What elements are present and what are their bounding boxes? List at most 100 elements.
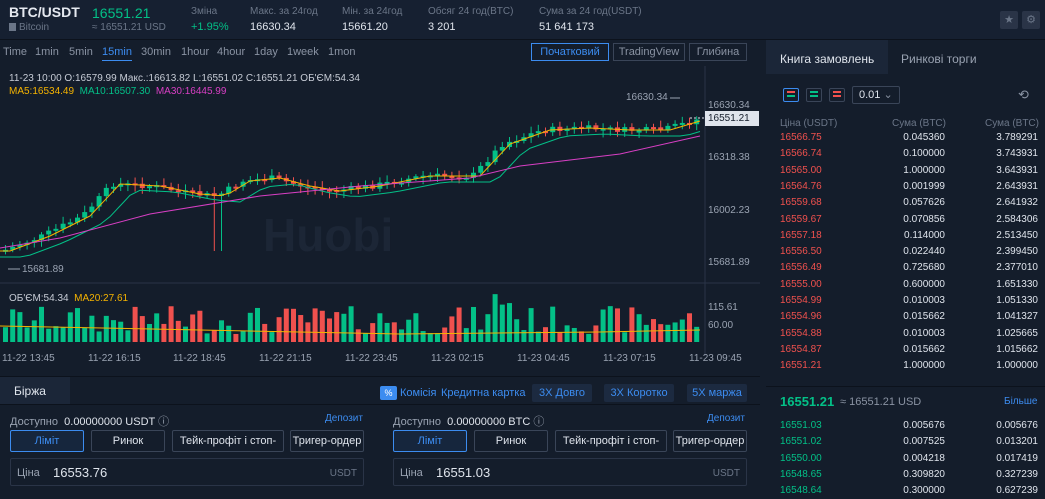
buy-trigger-button[interactable]: Тригер-ордер <box>290 430 364 452</box>
volume-bar <box>499 304 505 342</box>
tf-15min[interactable]: 15min <box>102 46 132 61</box>
tab-exchange[interactable]: Біржа <box>0 377 70 405</box>
row-total: 3.743931 <box>996 148 1038 160</box>
tf-time[interactable]: Time <box>3 46 28 58</box>
orderbook-row[interactable]: 16566.74 0.100000 3.743931 <box>780 146 1040 162</box>
candle-body <box>211 193 217 196</box>
orderbook-row[interactable]: 16555.00 0.600000 1.651330 <box>780 277 1040 293</box>
orderbook-row[interactable]: 16554.99 0.010003 1.051330 <box>780 293 1040 309</box>
book-bids-icon[interactable] <box>806 88 822 102</box>
orderbook-row[interactable]: 16551.03 0.005676 0.005676 <box>780 418 1040 434</box>
orderbook-row[interactable]: 16566.75 0.045360 3.789291 <box>780 130 1040 146</box>
short-3x-button[interactable]: 3X Коротко <box>604 384 674 402</box>
row-price: 16556.50 <box>780 246 822 258</box>
row-amount: 0.015662 <box>903 343 945 355</box>
time-tick: 11-23 09:45 <box>689 353 742 364</box>
candle-body <box>226 186 232 194</box>
stat-low-label: Мін. за 24год <box>342 6 403 17</box>
row-price: 16554.96 <box>780 311 822 323</box>
tf-30min[interactable]: 30min <box>141 46 171 58</box>
settings-icon[interactable]: ⚙ <box>1022 11 1040 29</box>
candle-body <box>600 128 606 131</box>
candle-body <box>607 127 613 130</box>
tab-orderbook[interactable]: Книга замовлень <box>780 52 875 66</box>
row-price: 16559.67 <box>780 213 822 225</box>
stat-change-label: Зміна <box>191 6 218 17</box>
fee-link[interactable]: Комісія <box>400 387 437 399</box>
moving-average-line <box>0 120 701 252</box>
orderbook-row[interactable]: 16548.65 0.309820 0.327239 <box>780 467 1040 483</box>
more-link[interactable]: Більше <box>1004 396 1038 407</box>
pair-name[interactable]: BTC/USDT <box>9 4 80 20</box>
buy-tpsl-button[interactable]: Тейк-профіт і стоп-лосс <box>172 430 284 467</box>
view-basic[interactable]: Початковий <box>531 43 609 61</box>
orderbook-row[interactable]: 16556.49 0.725680 2.377010 <box>780 260 1040 276</box>
volume-bar <box>579 331 584 342</box>
buy-price-input[interactable]: Ціна 16553.76 USDT <box>10 458 364 486</box>
candle-body <box>643 127 649 131</box>
orderbook-row[interactable]: 16550.00 0.004218 0.017419 <box>780 451 1040 467</box>
credit-card-link[interactable]: Кредитна картка <box>441 387 526 399</box>
bitcoin-icon <box>9 23 16 31</box>
margin-5x-button[interactable]: 5X маржа <box>687 384 747 402</box>
tf-1min[interactable]: 1min <box>35 46 59 58</box>
view-depth[interactable]: Глибина <box>689 43 747 61</box>
tab-market-trades[interactable]: Ринкові торги <box>901 52 977 66</box>
tf-1day[interactable]: 1day <box>254 46 278 58</box>
volume-bar <box>413 313 419 342</box>
decimals-select[interactable]: 0.01 ⌄ <box>852 86 900 104</box>
orderbook-row[interactable]: 16554.96 0.015662 1.041327 <box>780 309 1040 325</box>
sell-price-input[interactable]: Ціна 16551.03 USDT <box>393 458 747 486</box>
mid-price-usd: ≈ 16551.21 USD <box>840 396 922 408</box>
stat-turnover-label: Сума за 24 год(USDT) <box>539 6 642 17</box>
tf-1hour[interactable]: 1hour <box>181 46 210 58</box>
orderbook-row[interactable]: 16551.02 0.007525 0.013201 <box>780 434 1040 450</box>
long-3x-button[interactable]: 3X Довго <box>532 384 592 402</box>
orderbook-row[interactable]: 16564.76 0.001999 2.643931 <box>780 179 1040 195</box>
volume-bar <box>283 308 289 342</box>
sell-trigger-button[interactable]: Тригер-ордер <box>673 430 747 452</box>
buy-deposit-link[interactable]: Депозит <box>325 413 363 424</box>
volume-bar <box>312 308 318 342</box>
volume-bar <box>492 294 498 342</box>
candle-body <box>463 177 469 180</box>
orderbook-row[interactable]: 16551.21 1.000000 1.000000 <box>780 358 1040 374</box>
candle-body <box>679 122 685 125</box>
tf-5min[interactable]: 5min <box>69 46 93 58</box>
candle-body <box>291 181 296 184</box>
sell-tpsl-button[interactable]: Тейк-профіт і стоп-лосс <box>555 430 667 467</box>
candle-body <box>557 126 563 132</box>
row-price: 16550.00 <box>780 452 822 464</box>
orderbook-row[interactable]: 16548.64 0.300000 0.627239 <box>780 483 1040 499</box>
tf-1mon[interactable]: 1mon <box>328 46 356 58</box>
orderbook-row[interactable]: 16557.18 0.114000 2.513450 <box>780 228 1040 244</box>
candle-body <box>240 181 246 187</box>
book-both-icon[interactable] <box>783 88 799 102</box>
favorite-star-icon[interactable]: ★ <box>1000 11 1018 29</box>
refresh-icon[interactable]: ⟲ <box>1018 87 1029 102</box>
orderbook-row[interactable]: 16559.68 0.057626 2.641932 <box>780 195 1040 211</box>
time-tick: 11-22 21:15 <box>259 353 312 364</box>
candle-body <box>327 189 332 192</box>
candlestick-chart[interactable]: Huobi <box>0 66 760 371</box>
time-tick: 11-23 04:45 <box>517 353 570 364</box>
orderbook-row[interactable]: 16559.67 0.070856 2.584306 <box>780 212 1040 228</box>
buy-market-button[interactable]: Ринок <box>91 430 165 452</box>
sell-market-button[interactable]: Ринок <box>474 430 548 452</box>
volume-bar <box>75 308 80 342</box>
orderbook-row[interactable]: 16556.50 0.022440 2.399450 <box>780 244 1040 260</box>
orderbook-row[interactable]: 16565.00 1.000000 3.643931 <box>780 163 1040 179</box>
view-tradingview[interactable]: TradingView <box>613 43 685 61</box>
price-tick: 16630.34 <box>708 100 750 111</box>
orderbook-row[interactable]: 16554.87 0.015662 1.015662 <box>780 342 1040 358</box>
time-tick: 11-22 23:45 <box>345 353 398 364</box>
book-asks-icon[interactable] <box>829 88 845 102</box>
candle-body <box>147 186 152 189</box>
sell-limit-button[interactable]: Ліміт <box>393 430 467 452</box>
tf-1week[interactable]: 1week <box>287 46 319 58</box>
sell-deposit-link[interactable]: Депозит <box>707 413 745 424</box>
buy-limit-button[interactable]: Ліміт <box>10 430 84 452</box>
stat-change-value: +1.95% <box>191 21 229 33</box>
tf-4hour[interactable]: 4hour <box>217 46 246 58</box>
orderbook-row[interactable]: 16554.88 0.010003 1.025665 <box>780 326 1040 342</box>
